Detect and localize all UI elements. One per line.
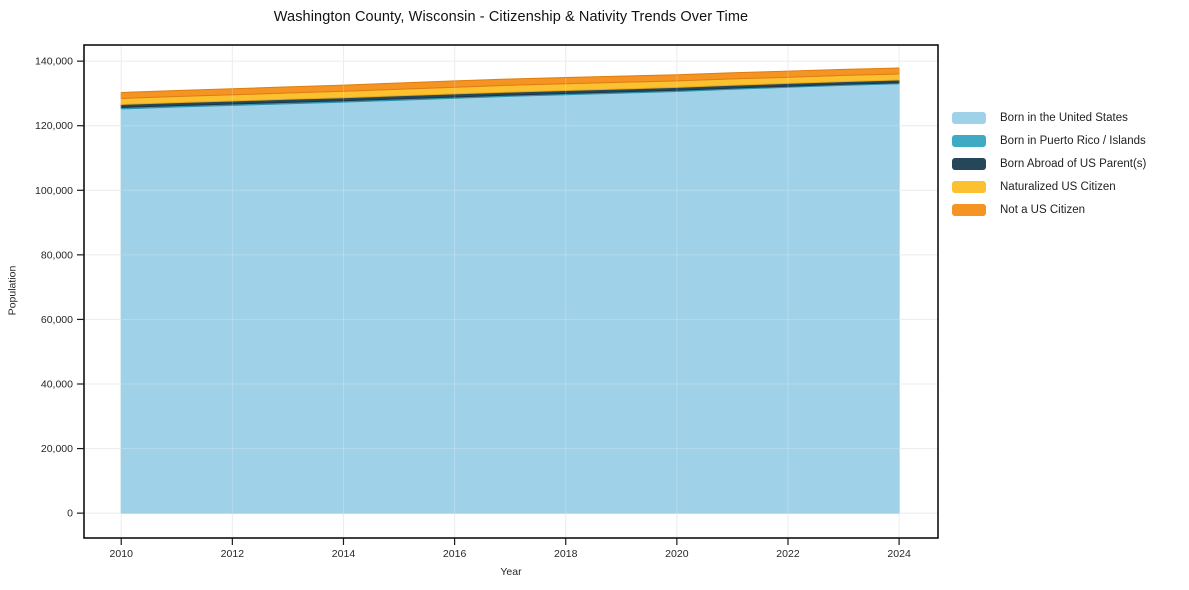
- x-tick-label: 2016: [443, 548, 467, 560]
- x-tick-label: 2020: [665, 548, 689, 560]
- x-axis-title: Year: [500, 566, 522, 578]
- legend-label: Born Abroad of US Parent(s): [1000, 157, 1147, 170]
- x-tick-label: 2022: [776, 548, 800, 560]
- legend-label: Born in the United States: [1000, 111, 1128, 124]
- y-tick-label: 60,000: [41, 314, 73, 326]
- legend: Born in the United States Born in Puerto …: [952, 106, 1146, 221]
- chart-title: Washington County, Wisconsin - Citizensh…: [273, 9, 749, 25]
- legend-item-2: Born in Puerto Rico / Islands: [952, 129, 1146, 152]
- legend-label: Born in Puerto Rico / Islands: [1000, 134, 1146, 147]
- y-tick-label: 40,000: [41, 378, 73, 390]
- legend-item-1: Born in the United States: [952, 106, 1146, 129]
- legend-swatch-icon: [952, 157, 986, 170]
- x-tick-label: 2024: [887, 548, 911, 560]
- area-series-5: [120, 67, 900, 99]
- legend-swatch-icon: [952, 134, 986, 147]
- legend-item-5: Not a US Citizen: [952, 198, 1146, 221]
- legend-item-4: Naturalized US Citizen: [952, 175, 1146, 198]
- legend-label: Not a US Citizen: [1000, 203, 1086, 216]
- y-tick-label: 20,000: [41, 443, 73, 455]
- plot-area: 2010 2012 2014 2016 2018 2020 2022 2024 0 20,000 4…: [35, 44, 939, 560]
- x-tick-label: 2014: [332, 548, 356, 560]
- y-tick-label: 140,000: [35, 56, 73, 68]
- x-tick-label: 2018: [554, 548, 578, 560]
- x-tick-label: 2012: [221, 548, 245, 560]
- y-tick-label: 0: [67, 508, 73, 520]
- y-axis-title: Population: [6, 265, 19, 316]
- y-tick-label: 80,000: [41, 249, 73, 261]
- legend-item-3: Born Abroad of US Parent(s): [952, 152, 1146, 175]
- y-tick-label: 100,000: [35, 185, 73, 197]
- legend-swatch-icon: [952, 111, 986, 124]
- legend-label: Naturalized US Citizen: [1000, 180, 1116, 193]
- y-tick-label: 120,000: [35, 120, 73, 132]
- legend-swatch-icon: [952, 180, 986, 193]
- legend-swatch-icon: [952, 203, 986, 216]
- x-tick-label: 2010: [110, 548, 134, 560]
- plot-frame: [83, 44, 939, 539]
